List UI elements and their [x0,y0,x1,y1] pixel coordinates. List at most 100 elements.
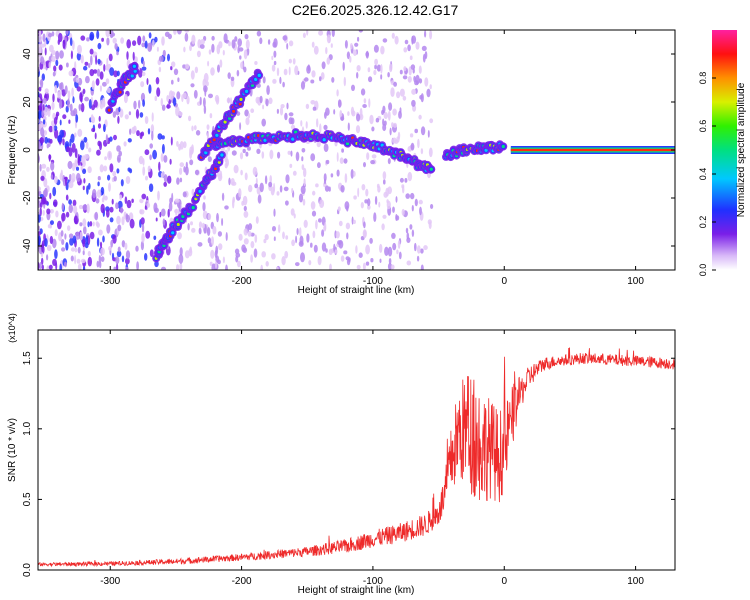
noise-speck [42,97,47,104]
noise-speck [117,224,122,232]
noise-speck [85,234,89,245]
noise-speck [255,216,259,224]
noise-speck [66,62,69,68]
noise-speck [57,91,62,99]
noise-speck [105,78,110,85]
noise-speck [304,77,309,82]
noise-speck [271,253,276,260]
noise-speck [58,99,63,109]
x-tick-label: 100 [627,276,644,287]
noise-speck [312,106,317,111]
noise-speck [98,115,101,122]
noise-speck [359,113,364,121]
noise-speck [58,82,63,90]
noise-speck [46,265,50,270]
noise-speck [67,90,71,100]
noise-speck [48,154,51,162]
y-tick-label: 20 [22,96,33,108]
noise-speck [59,119,62,126]
noise-speck [91,116,96,124]
noise-speck [399,88,405,97]
noise-speck [46,208,51,215]
ridge-core [223,120,227,124]
noise-speck [52,258,57,266]
noise-speck [133,100,137,110]
noise-speck [125,266,129,270]
noise-speck [360,88,366,96]
noise-speck [54,229,58,237]
noise-speck [307,64,311,71]
noise-speck [108,182,111,192]
noise-speck [210,249,215,259]
noise-speck [420,248,424,254]
snr-plot-area [38,330,675,570]
noise-speck [123,93,128,104]
noise-speck [141,223,145,233]
noise-speck [50,161,55,171]
noise-speck [147,128,151,135]
noise-speck [360,202,364,209]
noise-speck [71,87,74,98]
noise-speck [173,30,177,35]
noise-speck [139,132,143,140]
noise-speck [48,264,53,270]
noise-speck [132,40,137,46]
noise-speck [144,116,149,124]
noise-speck [116,250,122,258]
noise-speck [414,242,417,252]
noise-speck [276,266,279,270]
noise-speck [353,195,357,200]
noise-speck [291,239,295,247]
noise-speck [51,101,55,111]
noise-speck [176,264,180,270]
noise-speck [125,257,130,265]
noise-speck [128,212,134,222]
noise-speck [162,49,166,57]
ridge-core [171,231,175,235]
noise-speck [146,202,151,208]
noise-speck [39,137,44,144]
noise-speck [72,96,75,104]
noise-speck [217,231,222,237]
noise-speck [46,254,49,261]
noise-speck [60,169,63,178]
x-tick-label: -100 [363,576,383,587]
noise-speck [253,248,258,258]
noise-speck [153,202,158,213]
noise-speck [411,229,415,237]
x-tick-label: -300 [100,576,120,587]
noise-speck [58,32,63,43]
noise-speck [80,102,85,113]
noise-speck [194,169,200,176]
noise-speck [154,95,158,101]
noise-speck [124,196,128,204]
noise-speck [202,202,206,212]
noise-speck [54,175,58,184]
noise-speck [67,160,73,170]
noise-speck [123,141,127,147]
noise-speck [197,242,203,247]
noise-speck [157,190,160,201]
noise-speck [207,213,212,221]
noise-speck [83,226,87,235]
noise-speck [232,198,235,209]
noise-speck [100,256,105,262]
ridge-core [257,73,261,77]
noise-speck [155,77,160,85]
noise-speck [85,141,89,149]
noise-speck [245,117,250,126]
noise-speck [310,201,316,210]
noise-speck [362,262,366,270]
noise-speck [104,195,108,201]
snr-panel: -300 -200 -100 0 100 0.0 0.5 1.0 1.5 Height of … [7,313,676,596]
noise-speck [323,143,329,152]
noise-speck [38,140,41,149]
noise-speck [259,95,263,104]
noise-speck [303,219,308,228]
noise-speck [145,175,148,181]
noise-speck [117,246,121,253]
noise-speck [415,41,420,50]
noise-speck [91,128,96,132]
noise-speck [176,140,179,147]
noise-speck [108,53,113,62]
